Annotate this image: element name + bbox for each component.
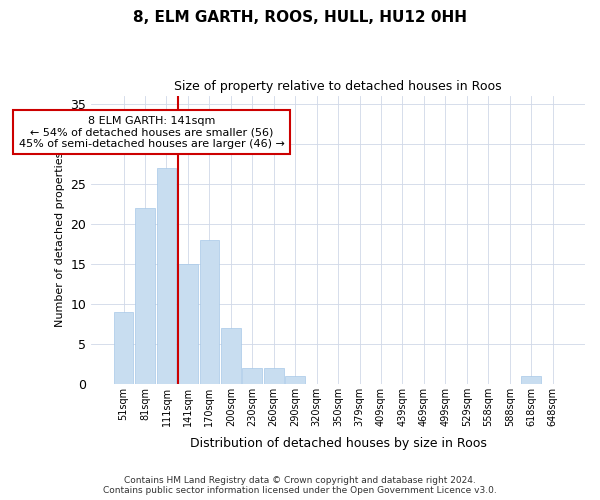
Bar <box>521 376 541 384</box>
Title: Size of property relative to detached houses in Roos: Size of property relative to detached ho… <box>175 80 502 93</box>
Bar <box>157 168 176 384</box>
Y-axis label: Number of detached properties: Number of detached properties <box>55 152 65 328</box>
Bar <box>286 376 305 384</box>
Text: Contains HM Land Registry data © Crown copyright and database right 2024.
Contai: Contains HM Land Registry data © Crown c… <box>103 476 497 495</box>
Bar <box>178 264 198 384</box>
Text: 8 ELM GARTH: 141sqm
← 54% of detached houses are smaller (56)
45% of semi-detach: 8 ELM GARTH: 141sqm ← 54% of detached ho… <box>19 116 284 149</box>
Bar <box>242 368 262 384</box>
Bar <box>221 328 241 384</box>
Bar <box>135 208 155 384</box>
Bar <box>264 368 284 384</box>
Bar <box>200 240 219 384</box>
Bar <box>113 312 133 384</box>
Text: 8, ELM GARTH, ROOS, HULL, HU12 0HH: 8, ELM GARTH, ROOS, HULL, HU12 0HH <box>133 10 467 25</box>
X-axis label: Distribution of detached houses by size in Roos: Distribution of detached houses by size … <box>190 437 487 450</box>
